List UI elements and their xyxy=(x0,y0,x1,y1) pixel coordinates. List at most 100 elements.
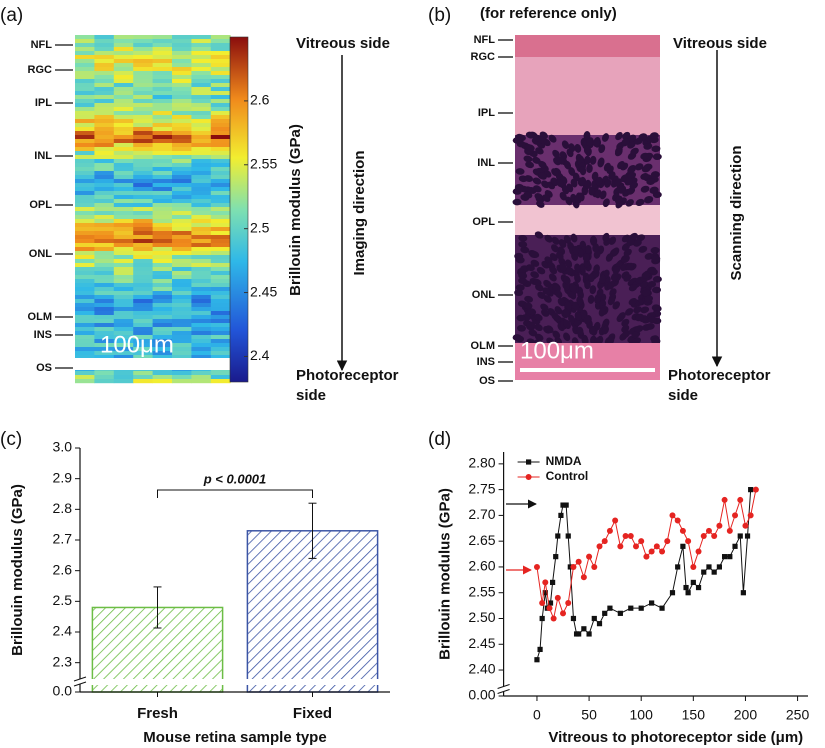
nucleus xyxy=(515,168,525,175)
heatmap-cell xyxy=(75,231,95,236)
nucleus xyxy=(583,315,591,325)
heatmap-cell xyxy=(210,55,231,60)
heatmap-cell xyxy=(172,183,192,188)
heatmap-cell xyxy=(113,43,134,48)
heatmap-cell xyxy=(75,371,95,376)
heatmap-cell xyxy=(191,223,212,228)
heatmap-cell xyxy=(133,371,153,376)
heatmap-cell xyxy=(210,243,231,248)
marker xyxy=(653,543,660,550)
layer-label: OLM xyxy=(471,340,495,352)
marker xyxy=(560,502,566,508)
heatmap-cell xyxy=(94,243,115,248)
heatmap-cell xyxy=(113,299,134,304)
heatmap-cell xyxy=(152,379,173,384)
heatmap-cell xyxy=(75,207,95,212)
heatmap-cell xyxy=(133,227,153,232)
heatmap-cell xyxy=(210,287,231,292)
marker xyxy=(683,584,689,591)
nucleus xyxy=(568,143,576,153)
heatmap-cell xyxy=(191,287,212,292)
histology-image: 100μm xyxy=(512,35,662,380)
heatmap-cell xyxy=(94,307,115,312)
marker xyxy=(617,610,623,616)
heatmap-cell xyxy=(94,347,115,352)
x-tick-label: Fresh xyxy=(137,705,178,722)
heatmap-cell xyxy=(191,99,212,104)
heatmap-cell xyxy=(210,123,231,128)
heatmap-cell xyxy=(133,183,153,188)
nucleus xyxy=(612,301,621,310)
heatmap-cell xyxy=(94,283,115,288)
marker xyxy=(576,631,582,637)
heatmap-cell xyxy=(152,263,173,268)
heatmap-cell xyxy=(152,267,173,272)
heatmap-cell xyxy=(210,75,231,80)
heatmap-cell xyxy=(152,343,173,348)
marker xyxy=(679,527,686,534)
heatmap-cell xyxy=(75,263,95,268)
heatmap-cell xyxy=(113,47,134,52)
nucleus xyxy=(556,156,565,165)
heatmap-cell xyxy=(191,219,212,224)
marker xyxy=(700,533,707,540)
heatmap-cell xyxy=(75,123,95,128)
nucleus xyxy=(618,185,627,194)
heatmap-cell xyxy=(94,311,115,316)
heatmap-cell xyxy=(113,259,134,264)
nucleus xyxy=(586,137,594,147)
panel-label: (c) xyxy=(0,429,22,450)
heatmap-cell xyxy=(152,355,173,360)
heatmap-cell xyxy=(191,199,212,204)
heatmap-cell xyxy=(94,351,115,356)
y-tick-label: 2.75 xyxy=(468,480,495,496)
nucleus xyxy=(525,131,535,139)
x-tick-label: 0 xyxy=(533,707,541,723)
nucleus xyxy=(593,138,600,147)
heatmap-cell xyxy=(113,331,134,336)
heatmap-cell xyxy=(172,191,192,196)
heatmap-cell xyxy=(172,275,192,280)
heatmap-cell xyxy=(113,135,134,140)
heatmap-cell xyxy=(191,203,212,208)
panel-label: (a) xyxy=(0,5,23,26)
nucleus xyxy=(552,330,561,339)
heatmap-cell xyxy=(152,227,173,232)
heatmap-cell xyxy=(210,299,231,304)
heatmap-cell xyxy=(75,287,95,292)
bottom-label: side xyxy=(668,387,698,404)
nucleus xyxy=(549,266,558,275)
heatmap-cell xyxy=(133,119,153,124)
heatmap-cell xyxy=(172,115,192,120)
heatmap-cell xyxy=(75,335,95,340)
heatmap-cell xyxy=(191,87,212,92)
colorbar-tick-label: 2.6 xyxy=(250,92,270,108)
marker xyxy=(748,487,754,493)
heatmap-cell xyxy=(94,91,115,96)
axis-break-gap xyxy=(81,679,391,685)
nucleus xyxy=(652,153,662,161)
heatmap-cell xyxy=(152,187,173,192)
heatmap-cell xyxy=(75,83,95,88)
nucleus xyxy=(627,141,636,149)
marker xyxy=(570,563,577,570)
heatmap-cell xyxy=(75,279,95,284)
heatmap-cell xyxy=(191,139,212,144)
colorbar-tick-label: 2.4 xyxy=(250,347,270,363)
marker xyxy=(716,522,723,529)
heatmap-cell xyxy=(172,139,192,144)
heatmap-cell xyxy=(113,327,134,332)
layer-label: IPL xyxy=(478,107,495,119)
x-tick-label: 50 xyxy=(581,707,597,723)
heatmap-cell xyxy=(94,191,115,196)
heatmap-cell xyxy=(94,323,115,328)
nucleus xyxy=(614,195,623,204)
heatmap-cell xyxy=(210,207,231,212)
heatmap-cell xyxy=(75,95,95,100)
heatmap-cell xyxy=(210,211,231,216)
heatmap-cell xyxy=(210,291,231,296)
heatmap-cell xyxy=(210,83,231,88)
heatmap-cell xyxy=(94,235,115,240)
marker xyxy=(690,563,697,570)
heatmap-cell xyxy=(172,303,192,308)
